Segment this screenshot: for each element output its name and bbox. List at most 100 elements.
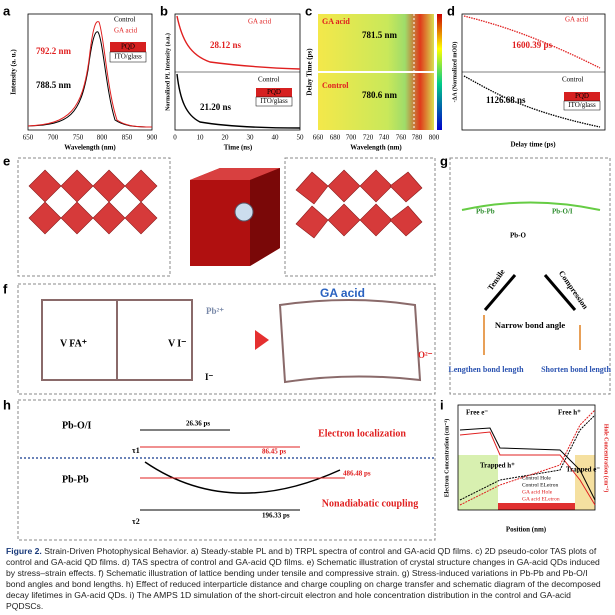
layer (255, 96, 293, 107)
x-label: Time (ns) (224, 144, 253, 152)
annotation: 26.36 ps (186, 420, 210, 428)
lattice (278, 299, 422, 384)
tick: 50 (297, 134, 305, 142)
region (575, 455, 595, 510)
label: Lengthen bond length (448, 365, 524, 374)
x-label: Position (nm) (506, 526, 547, 534)
panel-d: d GA acid 1600.39 ps Control 1126.68 ns … (447, 3, 606, 149)
tick: 800 (97, 134, 108, 142)
y-label: Intensity (a. u.) (10, 49, 18, 95)
region (498, 503, 588, 510)
tick: 10 (197, 134, 205, 142)
tick: 680 (330, 134, 341, 142)
annotation: 486.48 ps (343, 470, 371, 478)
curve (27, 21, 153, 128)
legend: Control Hole (522, 475, 551, 481)
figure: a 650 700 750 800 850 900 Wavelength (nm… (3, 3, 611, 541)
curve (459, 431, 596, 506)
axes (457, 404, 596, 511)
legend: Control (562, 76, 583, 84)
label: Pb-O/I (552, 208, 573, 216)
panel-letter: c (305, 3, 312, 18)
bond (461, 201, 601, 211)
layer-label: ITO/glass (568, 101, 596, 109)
label: Pb-Pb (476, 208, 495, 216)
caption: Figure 2. Strain-Driven Photophysical Be… (6, 546, 609, 612)
caption-text: Strain-Driven Photophysical Behavior. a)… (6, 546, 601, 611)
label: Narrow bond angle (495, 320, 565, 330)
tick: 780 (412, 134, 423, 142)
curve (463, 75, 601, 128)
tick: 900 (147, 134, 158, 142)
panel-letter: e (3, 153, 10, 168)
tick: 760 (396, 134, 407, 142)
legend: GA acid ELetron (522, 496, 560, 502)
label: τ1 (132, 446, 140, 455)
legend: GA acid (114, 27, 138, 35)
layer (109, 51, 147, 63)
layer (564, 92, 600, 101)
curve (176, 73, 301, 129)
layer (110, 42, 146, 52)
panel-letter: d (447, 3, 455, 18)
label: V FA⁺ (60, 338, 87, 349)
tick: 800 (429, 134, 440, 142)
annotation: 792.2 nm (36, 46, 72, 56)
panel-letter: i (440, 397, 444, 412)
axes (27, 13, 153, 131)
cube-side (250, 168, 280, 266)
layer (256, 88, 292, 97)
tick: 720 (363, 134, 374, 142)
legend: Control (114, 16, 135, 24)
annotation: 21.20 ns (200, 102, 232, 112)
legend: GA acid (565, 16, 589, 24)
curve (459, 427, 596, 501)
panel-f: f GA acid Pb²⁺ V FA⁺ V I⁻ I⁻ O²⁻ (3, 281, 436, 395)
y-label: -ΔA (Normalized mOD) (451, 42, 458, 103)
label: Trapped h⁺ (480, 462, 515, 470)
tick: 700 (346, 134, 357, 142)
tick: 700 (48, 134, 59, 142)
label: GA acid (322, 17, 350, 26)
frame (17, 399, 436, 541)
frame (17, 157, 171, 277)
label: Control (322, 81, 349, 90)
label: Free h⁺ (558, 409, 581, 417)
x-label: Delay time (ps) (510, 141, 556, 149)
panel-a: a 650 700 750 800 850 900 Wavelength (nm… (3, 3, 158, 151)
panel-letter: f (3, 281, 8, 296)
curve (459, 414, 596, 501)
label: Nonadiabatic coupling (322, 498, 418, 509)
label: Pb-O/I (62, 420, 92, 431)
arrow (543, 274, 577, 311)
curve (463, 15, 601, 69)
label: V I⁻ (168, 338, 186, 349)
label: Compression (557, 269, 590, 311)
panel-letter: g (440, 153, 448, 168)
colorbar (437, 14, 442, 130)
label: Trapped e⁻ (566, 466, 600, 474)
panel-e: e (3, 153, 436, 277)
tick: 850 (122, 134, 133, 142)
arrow (483, 274, 517, 311)
tick: 0 (173, 134, 177, 142)
frame (284, 157, 436, 277)
panel-c: c GA acid 781.5 nm Control 780.6 nm 660 … (305, 3, 442, 152)
heatmap (318, 73, 434, 130)
tick: 20 (222, 134, 230, 142)
tick: 660 (313, 134, 324, 142)
layer-label: PQD (267, 88, 281, 96)
tick: 750 (73, 134, 84, 142)
annotation: 1126.68 ns (486, 95, 526, 105)
caption-label: Figure 2. (6, 546, 42, 556)
tick: 650 (23, 134, 34, 142)
octahedra (28, 169, 423, 239)
region (458, 455, 498, 510)
x-label: Wavelength (nm) (64, 144, 116, 152)
layer-label: ITO/glass (260, 97, 288, 105)
label: Pb-Pb (62, 474, 89, 485)
curve (459, 409, 596, 506)
label: Pb²⁺ (206, 306, 224, 316)
label: Free e⁻ (466, 409, 488, 417)
